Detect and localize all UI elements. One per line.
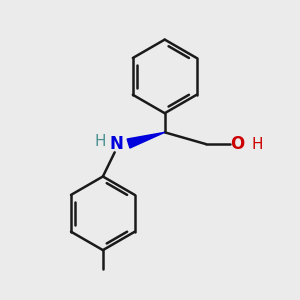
Polygon shape [127, 132, 165, 148]
Text: H: H [94, 134, 106, 149]
Text: N: N [109, 135, 123, 153]
Text: O: O [230, 135, 244, 153]
Text: H: H [252, 136, 263, 152]
